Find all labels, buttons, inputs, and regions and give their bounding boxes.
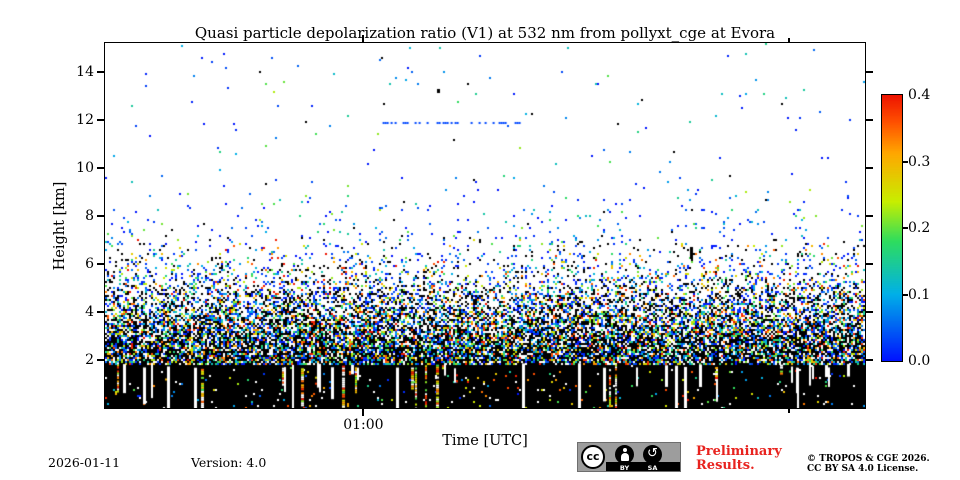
x-tick-mark — [362, 409, 365, 416]
y-tick-mark — [97, 70, 104, 73]
colorbar-tick-label: 0.0 — [908, 353, 931, 369]
y-tick-mark-right — [866, 358, 873, 361]
colorbar-tick-label: 0.4 — [908, 87, 931, 103]
sa-arrow-icon: ↺ — [643, 445, 662, 464]
y-tick-mark — [97, 310, 104, 313]
heatmap-canvas — [105, 43, 865, 408]
y-tick-mark-right — [866, 310, 873, 313]
y-tick-mark — [97, 118, 104, 121]
y-tick-mark-right — [866, 70, 873, 73]
y-tick-mark-right — [866, 214, 873, 217]
colorbar-gradient — [882, 95, 902, 361]
y-tick-label: 2 — [85, 351, 94, 368]
cc-license-badge: cc ↺ BY SA — [577, 442, 681, 472]
y-tick-label: 14 — [76, 63, 94, 80]
by-person-icon — [615, 445, 634, 464]
x-tick-mark-top — [362, 35, 365, 42]
plot-title: Quasi particle depolarization ratio (V1)… — [194, 24, 776, 42]
copyright-note: © TROPOS & CGE 2026. CC BY SA 4.0 Licens… — [807, 454, 930, 474]
y-tick-label: 6 — [85, 255, 94, 272]
y-tick-label: 4 — [85, 303, 94, 320]
y-tick-label: 12 — [76, 111, 94, 128]
badge-by-label: BY — [619, 464, 630, 472]
version-label: Version: 4.0 — [191, 455, 267, 470]
measurement-date: 2026-01-11 — [48, 455, 121, 470]
badge-strip — [606, 462, 680, 471]
y-tick-mark-right — [866, 166, 873, 169]
colorbar-tick-label: 0.1 — [908, 286, 931, 303]
colorbar-tick-label: 0.2 — [908, 220, 931, 236]
colorbar — [881, 94, 903, 362]
cc-icon: cc — [581, 445, 605, 469]
x-axis-label: Time [UTC] — [442, 433, 528, 449]
x-tick-mark — [788, 409, 790, 413]
colorbar-tick-mark — [903, 293, 908, 296]
badge-sa-label: SA — [647, 464, 658, 472]
y-tick-mark — [97, 262, 104, 265]
y-tick-mark-right — [866, 262, 873, 265]
y-tick-mark — [97, 214, 104, 217]
plot-area — [104, 42, 866, 409]
y-tick-mark — [97, 166, 104, 169]
y-tick-mark-right — [866, 118, 873, 121]
x-tick-label: 01:00 — [343, 417, 384, 433]
y-tick-mark — [97, 358, 104, 361]
x-tick-mark-top — [788, 38, 790, 42]
preliminary-results-note: Preliminary Results. — [696, 444, 782, 473]
y-tick-label: 8 — [85, 207, 94, 224]
colorbar-tick-mark — [903, 160, 908, 163]
colorbar-tick-mark — [903, 227, 908, 229]
colorbar-tick-label: 0.3 — [908, 153, 931, 170]
y-tick-label: 10 — [76, 159, 94, 176]
